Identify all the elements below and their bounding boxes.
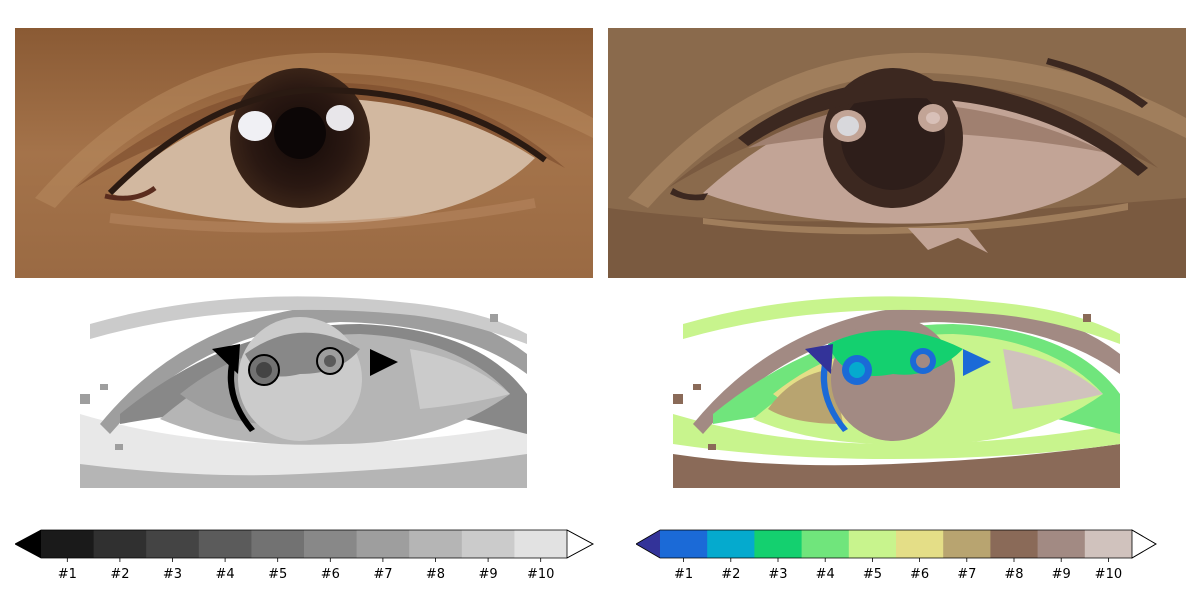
colorbar-tick-label: #1: [58, 567, 77, 582]
colorbar-tick-label: #2: [110, 567, 129, 582]
colorbar-segment: [198, 530, 252, 558]
colorbar-outline: [15, 529, 594, 559]
colorbar-segment: [896, 530, 944, 558]
colorbar-tick-label: #10: [527, 567, 554, 582]
grayscale-colorbar: #1 #2 #3 #4 #5 #6 #7 #8 #9 #10: [15, 527, 595, 587]
colorbar-tick-label: #5: [863, 567, 882, 582]
colorbar-over-arrow: [566, 529, 594, 559]
quantized-eye-image: [608, 28, 1186, 278]
colorbar-tick-label: #6: [910, 567, 929, 582]
colorbar-tick-label: #10: [1095, 567, 1122, 582]
grayscale-label-map: [80, 294, 527, 488]
terrain-label-map: [673, 294, 1120, 488]
colorbar-tick-label: #9: [479, 567, 498, 582]
colorbar-segment: [754, 530, 803, 558]
colorbar-tick-label: #3: [768, 567, 787, 582]
original-eye-image: [15, 28, 593, 278]
colorbar-segment: [409, 530, 463, 558]
colorbar-tick-label: #7: [373, 567, 392, 582]
colorbar-under-arrow: [636, 530, 660, 558]
colorbar-segment: [707, 530, 755, 558]
colorbar-tick-label: #8: [426, 567, 445, 582]
colorbar-tick-label: #2: [721, 567, 740, 582]
colorbar-segment: [1037, 530, 1086, 558]
colorbar-segment: [1084, 530, 1133, 558]
colorbar-segment: [801, 530, 850, 558]
colorbar-segment: [461, 530, 515, 558]
colorbar-tick-label: #6: [321, 567, 340, 582]
colorbar-tick-label: #3: [163, 567, 182, 582]
colorbar-segment: [990, 530, 1039, 558]
colorbar-tick-label: #4: [216, 567, 235, 582]
colorbar-tick-label: #1: [674, 567, 693, 582]
colorbar-tick-label: #4: [816, 567, 835, 582]
colorbar-segment: [660, 530, 708, 558]
colorbar-tick-label: #7: [957, 567, 976, 582]
colorbar-tick-label: #9: [1052, 567, 1071, 582]
colorbar-outline: [636, 529, 1157, 559]
colorbar-tick-label: #8: [1004, 567, 1023, 582]
colorbar-segment: [41, 530, 95, 558]
terrain-colorbar: #1 #2 #3 #4 #5 #6 #7 #8 #9 #10: [636, 527, 1158, 587]
colorbar-segment: [304, 530, 358, 558]
colorbar-segment: [93, 530, 147, 558]
colorbar-segment: [943, 530, 991, 558]
colorbar-segment: [848, 530, 897, 558]
colorbar-segment: [356, 530, 410, 558]
colorbar-segment: [514, 530, 568, 558]
colorbar-tick-label: #5: [268, 567, 287, 582]
colorbar-segment: [251, 530, 305, 558]
colorbar-over-arrow: [1131, 529, 1157, 559]
colorbar-under-arrow: [15, 530, 41, 558]
colorbar-segment: [146, 530, 200, 558]
